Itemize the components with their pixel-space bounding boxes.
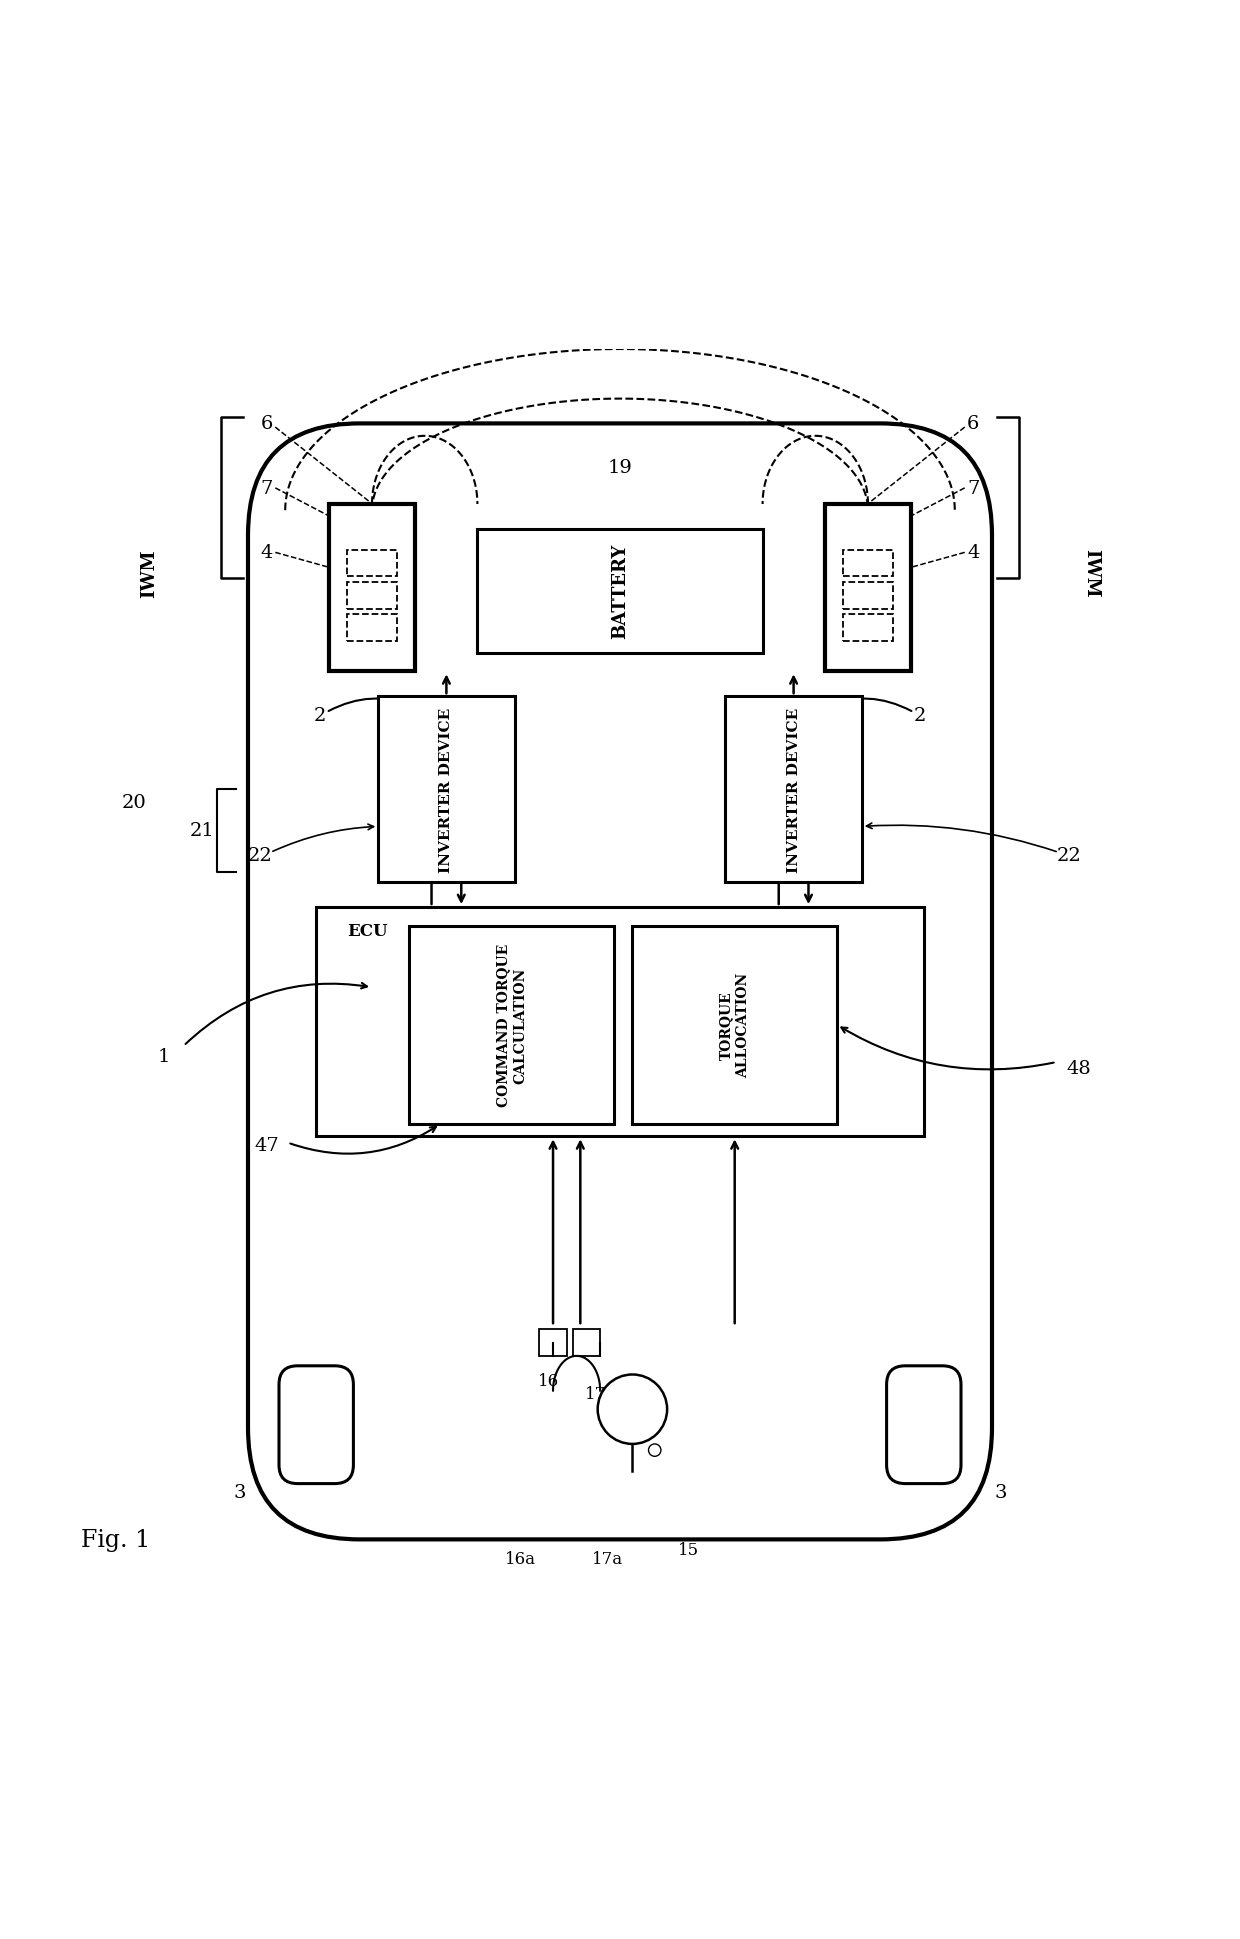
Text: 3: 3 bbox=[233, 1483, 246, 1501]
Text: 19: 19 bbox=[608, 458, 632, 477]
Text: 17: 17 bbox=[584, 1384, 606, 1402]
Text: 4: 4 bbox=[967, 545, 980, 562]
Bar bbox=[347, 584, 397, 609]
Text: 2: 2 bbox=[914, 706, 926, 725]
Text: 3: 3 bbox=[994, 1483, 1007, 1501]
Text: 21: 21 bbox=[190, 822, 215, 840]
Text: 15: 15 bbox=[677, 1542, 699, 1559]
Text: 7: 7 bbox=[260, 479, 273, 498]
Text: 47: 47 bbox=[254, 1136, 279, 1154]
Text: 17a: 17a bbox=[591, 1549, 624, 1567]
Text: Fig. 1: Fig. 1 bbox=[81, 1528, 150, 1551]
Bar bbox=[843, 584, 893, 609]
Text: 6: 6 bbox=[260, 415, 273, 432]
Text: INVERTER DEVICE: INVERTER DEVICE bbox=[786, 708, 801, 873]
Text: 4: 4 bbox=[260, 545, 273, 562]
Bar bbox=[329, 504, 415, 673]
Text: 2: 2 bbox=[314, 706, 326, 725]
Text: COMMAND TORQUE
CALCULATION: COMMAND TORQUE CALCULATION bbox=[496, 944, 527, 1107]
Text: INVERTER DEVICE: INVERTER DEVICE bbox=[439, 708, 454, 873]
Bar bbox=[632, 927, 837, 1125]
Text: 22: 22 bbox=[248, 847, 273, 865]
Bar bbox=[347, 615, 397, 642]
Text: 16: 16 bbox=[537, 1373, 559, 1390]
Text: 7: 7 bbox=[967, 479, 980, 498]
Bar bbox=[725, 696, 862, 882]
FancyBboxPatch shape bbox=[279, 1367, 353, 1483]
Text: 1: 1 bbox=[157, 1047, 170, 1065]
Text: TORQUE
ALLOCATION: TORQUE ALLOCATION bbox=[719, 973, 750, 1078]
Text: 20: 20 bbox=[122, 793, 146, 811]
Text: 6: 6 bbox=[967, 415, 980, 432]
FancyBboxPatch shape bbox=[887, 1367, 961, 1483]
Circle shape bbox=[598, 1375, 667, 1445]
Bar bbox=[347, 551, 397, 578]
Bar bbox=[409, 927, 614, 1125]
Text: 16a: 16a bbox=[506, 1549, 536, 1567]
Text: 48: 48 bbox=[1066, 1059, 1091, 1078]
Bar bbox=[477, 529, 763, 653]
Bar bbox=[539, 1328, 567, 1355]
Bar bbox=[316, 907, 924, 1136]
Bar bbox=[825, 504, 911, 673]
Text: ECU: ECU bbox=[347, 923, 388, 938]
Bar bbox=[843, 615, 893, 642]
Text: IWM: IWM bbox=[140, 549, 157, 597]
Text: IWM: IWM bbox=[1083, 549, 1100, 597]
Text: BATTERY: BATTERY bbox=[611, 543, 629, 640]
Bar bbox=[378, 696, 515, 882]
FancyBboxPatch shape bbox=[248, 425, 992, 1540]
Bar bbox=[573, 1328, 600, 1355]
Circle shape bbox=[649, 1445, 661, 1456]
Text: 22: 22 bbox=[1056, 847, 1081, 865]
Bar bbox=[843, 551, 893, 578]
